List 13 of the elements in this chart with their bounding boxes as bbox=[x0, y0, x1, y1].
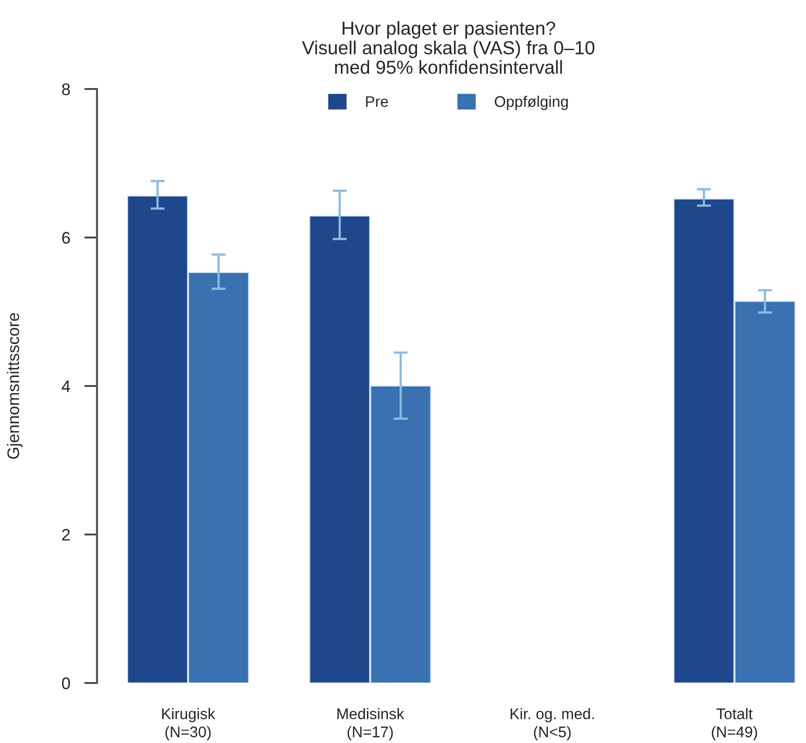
y-tick-label: 2 bbox=[62, 528, 70, 541]
y-tick-label: 8 bbox=[62, 83, 70, 96]
y-tick-label: 6 bbox=[62, 232, 70, 244]
legend-label: Pre bbox=[366, 96, 388, 107]
y-tick-label: 0 bbox=[62, 677, 70, 690]
chart-title: Hvor plaget er pasienten? Visuell analog skala (VAS) fra 0–10 med 95% konfidensintervall bbox=[302, 21, 594, 74]
x-tick-label: Totalt (N=49) bbox=[712, 708, 758, 740]
legend-label: Oppfølging bbox=[494, 96, 568, 110]
x-tick-label: Kirugisk (N=30) bbox=[162, 708, 216, 740]
x-tick-label: Kir. og. med. (N<5) bbox=[510, 708, 594, 740]
y-tick-label: 4 bbox=[62, 380, 70, 392]
x-tick-label: Medisinsk (N=17) bbox=[337, 708, 404, 740]
y-axis-title: Gjennomsnittsscore bbox=[6, 313, 22, 459]
